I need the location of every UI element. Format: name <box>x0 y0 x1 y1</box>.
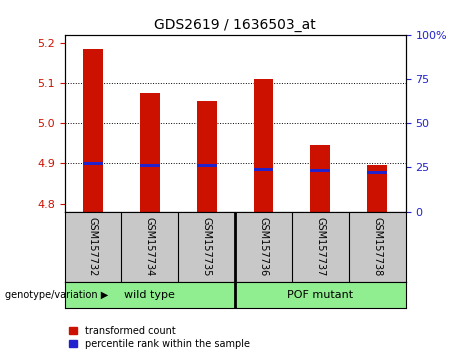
Text: GSM157738: GSM157738 <box>372 217 382 276</box>
Text: GSM157737: GSM157737 <box>315 217 325 277</box>
Bar <box>254 168 273 171</box>
Bar <box>83 49 103 212</box>
Bar <box>140 164 160 167</box>
Bar <box>197 101 217 212</box>
Bar <box>310 169 331 172</box>
Bar <box>83 162 103 165</box>
Text: GSM157732: GSM157732 <box>88 217 98 277</box>
Bar <box>140 93 160 212</box>
Bar <box>197 164 217 167</box>
Text: wild type: wild type <box>124 290 175 300</box>
Bar <box>367 171 387 174</box>
Text: GSM157734: GSM157734 <box>145 217 155 276</box>
Text: GSM157735: GSM157735 <box>201 217 212 277</box>
Title: GDS2619 / 1636503_at: GDS2619 / 1636503_at <box>154 18 316 32</box>
Legend: transformed count, percentile rank within the sample: transformed count, percentile rank withi… <box>70 326 250 349</box>
Bar <box>254 79 273 212</box>
Text: POF mutant: POF mutant <box>287 290 354 300</box>
Bar <box>310 145 331 212</box>
Bar <box>367 165 387 212</box>
Text: GSM157736: GSM157736 <box>259 217 269 276</box>
Text: genotype/variation ▶: genotype/variation ▶ <box>5 290 108 300</box>
